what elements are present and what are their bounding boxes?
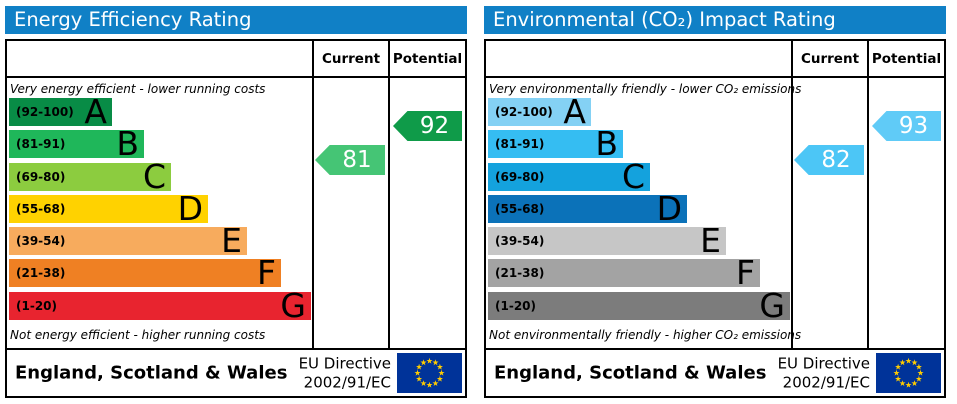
- band-range: (21-38): [495, 266, 545, 281]
- footer-divider: [486, 348, 944, 350]
- current-rating-arrow: 82: [794, 145, 864, 175]
- band-e: (39-54) E: [488, 221, 726, 261]
- current-rating-value: 81: [342, 147, 372, 173]
- band-range: (69-80): [16, 169, 66, 184]
- band-g: (1-20) G: [488, 285, 790, 325]
- band-letter: B: [595, 124, 618, 164]
- table-header-row: [7, 41, 465, 78]
- band-letter: G: [280, 285, 306, 325]
- eu-directive-line2: 2002/91/EC: [303, 373, 391, 391]
- band-range: (39-54): [495, 234, 545, 249]
- rating-table: Current Potential Very environmentally f…: [484, 39, 946, 398]
- band-b: (81-91) B: [488, 124, 623, 164]
- panel-title-bar: Environmental (CO₂) Impact Rating: [484, 6, 946, 34]
- band-range: (1-20): [495, 298, 536, 313]
- eu-directive-label: EU Directive 2002/91/EC: [299, 354, 391, 392]
- panel-title-bar: Energy Efficiency Rating: [5, 6, 467, 34]
- eu-flag-icon: [397, 353, 462, 393]
- band-letter: F: [736, 253, 755, 293]
- current-rating-arrow: 81: [315, 145, 385, 175]
- band-range: (81-91): [16, 137, 66, 152]
- rating-bands: (92-100) A (81-91) B (69-80) C (55-68) D…: [488, 92, 791, 325]
- band-e: (39-54) E: [9, 221, 247, 261]
- potential-column-header: Potential: [871, 50, 942, 67]
- energy-efficiency-panel: Energy Efficiency Rating Current Potenti…: [0, 0, 477, 404]
- band-range: (55-68): [495, 201, 545, 216]
- band-letter: E: [700, 221, 721, 261]
- column-divider: [388, 41, 390, 348]
- potential-column-header: Potential: [392, 50, 463, 67]
- band-letter: G: [759, 285, 785, 325]
- panel-footer: England, Scotland & Wales EU Directive 2…: [486, 350, 944, 396]
- eu-directive-line1: EU Directive: [298, 354, 391, 373]
- band-range: (92-100): [16, 105, 74, 119]
- potential-rating-value: 92: [419, 113, 450, 139]
- rating-table: Current Potential Very energy efficient …: [5, 39, 467, 398]
- bottom-note: Not energy efficient - higher running co…: [10, 328, 266, 342]
- band-letter: D: [656, 188, 682, 228]
- band-range: (21-38): [16, 266, 66, 281]
- band-f: (21-38) F: [9, 253, 281, 293]
- band-range: (81-91): [495, 137, 545, 152]
- eu-flag-icon: [876, 353, 941, 393]
- eu-directive-line2: 2002/91/EC: [782, 373, 870, 391]
- band-letter: A: [563, 92, 586, 131]
- band-range: (1-20): [16, 298, 57, 313]
- footer-divider: [7, 348, 465, 350]
- band-range: (39-54): [16, 234, 66, 249]
- bottom-note: Not environmentally friendly - higher CO…: [489, 328, 802, 342]
- band-range: (55-68): [16, 201, 66, 216]
- eu-directive-line1: EU Directive: [777, 354, 870, 373]
- band-b: (81-91) B: [9, 124, 144, 164]
- band-letter: C: [621, 156, 645, 196]
- band-a: (92-100) A: [9, 92, 112, 131]
- band-a: (92-100) A: [488, 92, 591, 131]
- panel-title: Energy Efficiency Rating: [14, 8, 252, 31]
- band-range: (69-80): [495, 169, 545, 184]
- column-divider: [312, 41, 314, 348]
- table-header-row: [486, 41, 944, 78]
- column-divider: [791, 41, 793, 348]
- band-c: (69-80) C: [488, 156, 650, 196]
- band-f: (21-38) F: [488, 253, 760, 293]
- current-column-header: Current: [800, 50, 860, 67]
- band-g: (1-20) G: [9, 285, 311, 325]
- column-divider: [867, 41, 869, 348]
- band-d: (55-68) D: [9, 188, 208, 228]
- top-note: Very energy efficient - lower running co…: [10, 82, 266, 96]
- top-note: Very environmentally friendly - lower CO…: [489, 82, 802, 96]
- potential-rating-arrow: 93: [872, 111, 941, 141]
- current-rating-value: 82: [821, 147, 851, 173]
- band-letter: C: [142, 156, 166, 196]
- region-label: England, Scotland & Wales: [494, 362, 767, 384]
- panel-title: Environmental (CO₂) Impact Rating: [493, 8, 836, 31]
- band-letter: E: [221, 221, 242, 261]
- band-d: (55-68) D: [488, 188, 687, 228]
- band-letter: A: [84, 92, 107, 131]
- current-column-header: Current: [321, 50, 381, 67]
- eu-directive-label: EU Directive 2002/91/EC: [778, 354, 870, 392]
- band-letter: B: [116, 124, 139, 164]
- environmental-impact-panel: Environmental (CO₂) Impact Rating Curren…: [479, 0, 956, 404]
- potential-rating-arrow: 92: [393, 111, 462, 141]
- panel-footer: England, Scotland & Wales EU Directive 2…: [7, 350, 465, 396]
- band-letter: F: [257, 253, 276, 293]
- band-letter: D: [177, 188, 203, 228]
- potential-rating-value: 93: [898, 113, 929, 139]
- region-label: England, Scotland & Wales: [15, 362, 288, 384]
- band-c: (69-80) C: [9, 156, 171, 196]
- rating-bands: (92-100) A (81-91) B (69-80) C (55-68) D…: [9, 92, 312, 325]
- band-range: (92-100): [495, 105, 553, 119]
